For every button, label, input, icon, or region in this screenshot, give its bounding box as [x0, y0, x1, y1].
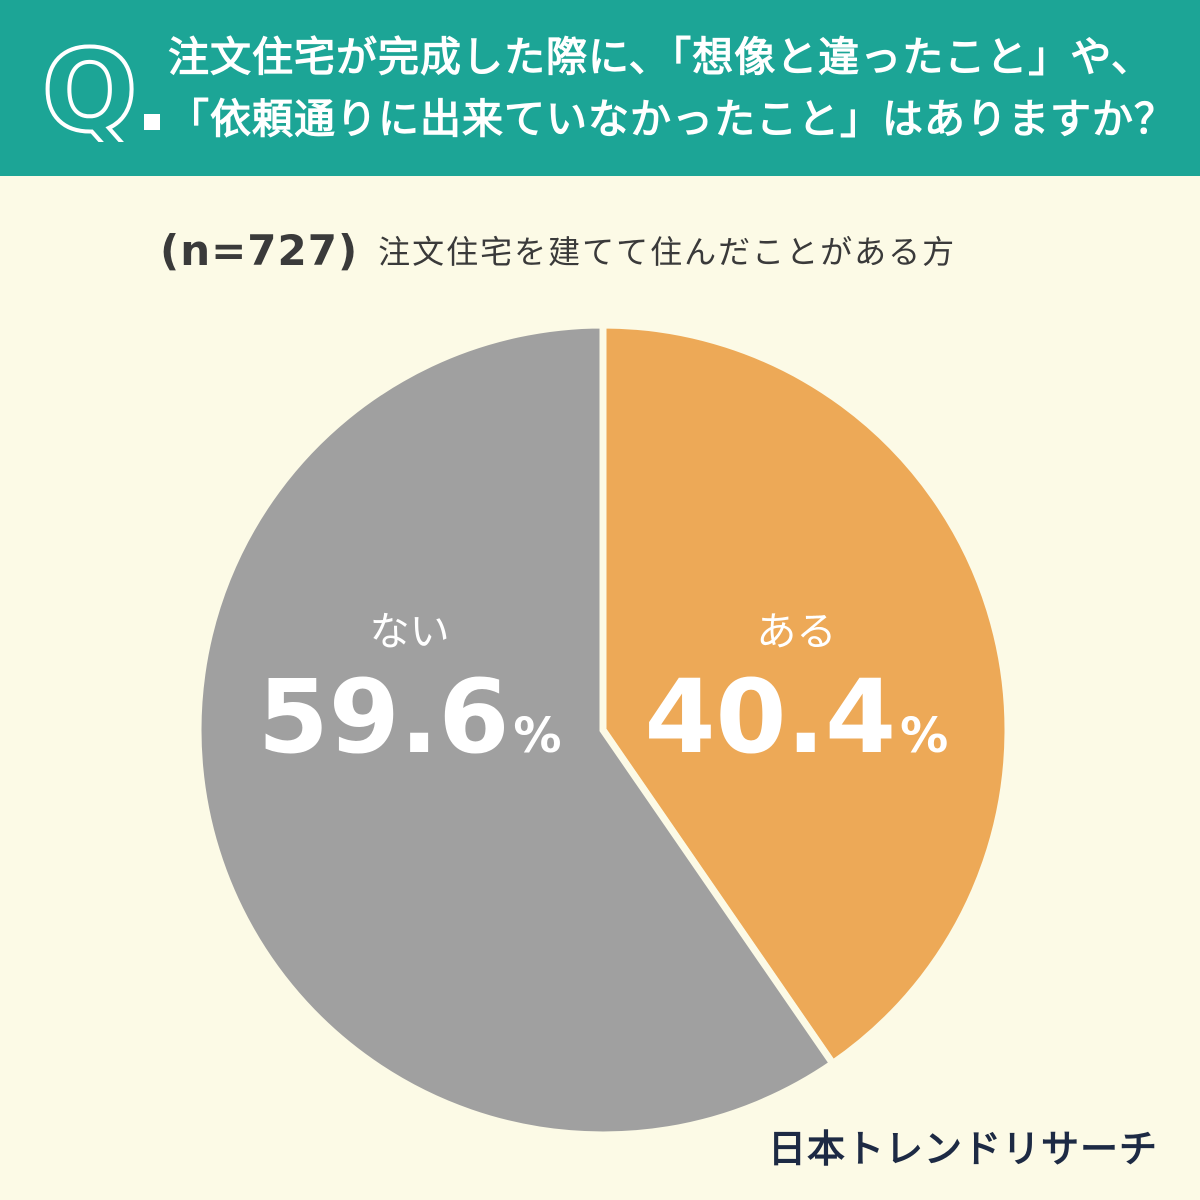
question-banner: Q 注文住宅が完成した際に、「想像と違ったこと」や、 「依頼通りに出来ていなかっ…: [0, 0, 1200, 176]
q-period: [144, 114, 160, 130]
question-line-1: 注文住宅が完成した際に、「想像と違ったこと」や、: [168, 33, 1154, 81]
sample-description: 注文住宅を建てて住んだことがある方: [378, 233, 957, 271]
sample-size: (n=727): [160, 225, 359, 275]
q-icon: Q: [40, 30, 160, 142]
slice-label-aru: ある: [756, 609, 836, 655]
slice-value-aru: 40.4%: [644, 658, 948, 777]
sample-info: (n=727) 注文住宅を建てて住んだことがある方: [160, 222, 956, 278]
question-line-2: 「依頼通りに出来ていなかったこと」はありますか？: [168, 95, 1176, 143]
pie-slice-aru: [599, 321, 1012, 1069]
slice-label-nai: ない: [370, 609, 450, 655]
q-letter: Q: [42, 30, 137, 142]
slice-value-nai: 59.6%: [258, 658, 562, 777]
brand-logo: 日本トレンドリサーチ: [767, 1127, 1158, 1171]
pie-slice-nai: [194, 321, 838, 1139]
question-text: 注文住宅が完成した際に、「想像と違ったこと」や、 「依頼通りに出来ていなかったこ…: [168, 26, 1178, 150]
